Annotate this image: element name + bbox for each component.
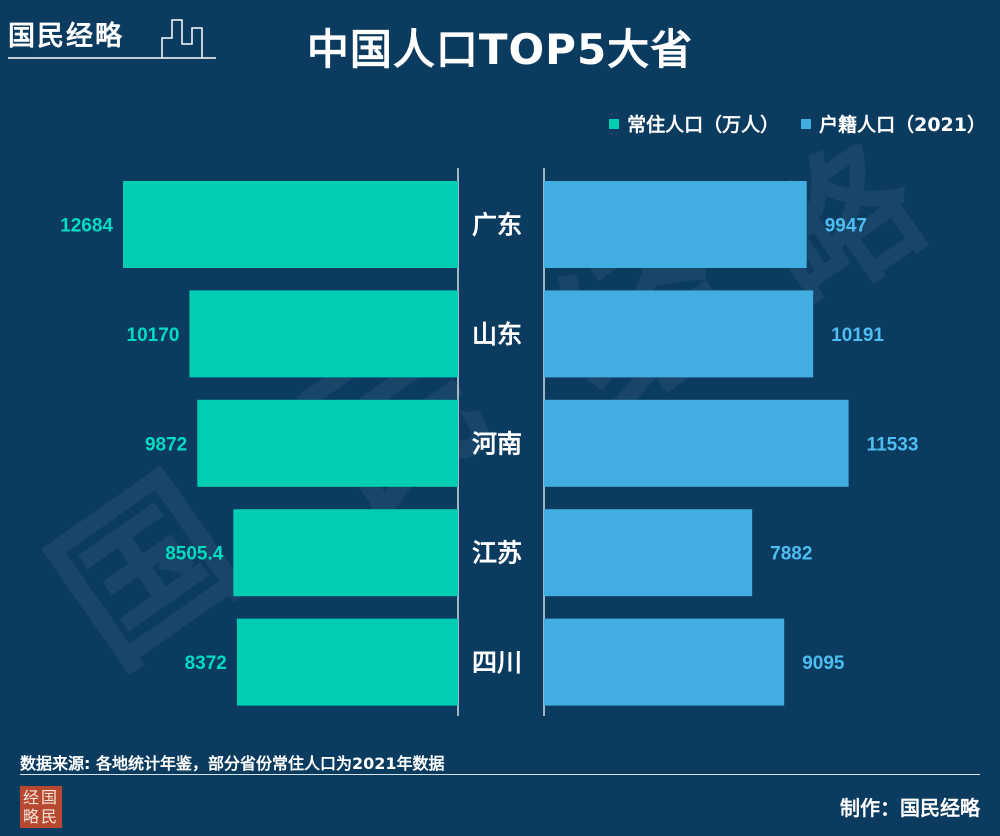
legend-label-registered: 户籍人口（2021） <box>819 114 986 136</box>
legend-swatch-resident <box>609 118 620 129</box>
bar-registered <box>544 290 814 378</box>
chart-title: 中国人口TOP5大省 <box>306 25 694 74</box>
seal-stamp: 经国 略民 <box>20 786 62 828</box>
bar-resident <box>189 290 458 378</box>
category-label: 广东 <box>472 211 522 240</box>
category-label: 江苏 <box>472 539 522 568</box>
data-label-registered: 9947 <box>825 216 867 237</box>
legend-item-resident: 常住人口（万人） <box>609 110 779 137</box>
category-label: 四川 <box>472 648 522 677</box>
bar-resident <box>123 181 458 268</box>
legend: 常住人口（万人） 户籍人口（2021） <box>609 110 986 137</box>
bar-registered <box>544 181 807 268</box>
data-label-registered: 11533 <box>867 434 919 455</box>
data-label-resident: 10170 <box>127 325 180 346</box>
legend-swatch-registered <box>801 118 812 129</box>
data-label-resident: 12684 <box>60 216 113 237</box>
data-label-resident: 9872 <box>145 434 187 455</box>
bar-registered <box>544 509 753 597</box>
footer-divider <box>20 774 980 775</box>
data-label-registered: 10191 <box>831 325 884 346</box>
legend-item-registered: 户籍人口（2021） <box>801 110 986 137</box>
bar-resident <box>233 509 458 597</box>
brand-name: 国民经略 <box>8 21 124 52</box>
bar-resident <box>236 618 458 706</box>
brand-logo: 国民经略 <box>8 14 218 62</box>
bar-resident <box>197 399 458 487</box>
category-label: 山东 <box>472 320 522 349</box>
building-icon <box>8 19 216 59</box>
bar-registered <box>544 399 849 487</box>
data-label-resident: 8372 <box>185 653 227 674</box>
data-label-resident: 8505.4 <box>165 544 224 565</box>
category-label: 河南 <box>472 429 522 458</box>
data-label-registered: 9095 <box>802 653 845 674</box>
source-note: 数据来源: 各地统计年鉴，部分省份常住人口为2021年数据 <box>20 754 445 773</box>
bars-layer: 12684 9947 广东 10170 10191 山东 9872 11533 河南 8505.4… <box>60 168 918 716</box>
legend-label-resident: 常住人口（万人） <box>627 114 780 136</box>
bar-registered <box>544 618 785 706</box>
data-label-registered: 7882 <box>770 544 812 565</box>
maker-credit: 制作：国民经略 <box>840 796 980 820</box>
